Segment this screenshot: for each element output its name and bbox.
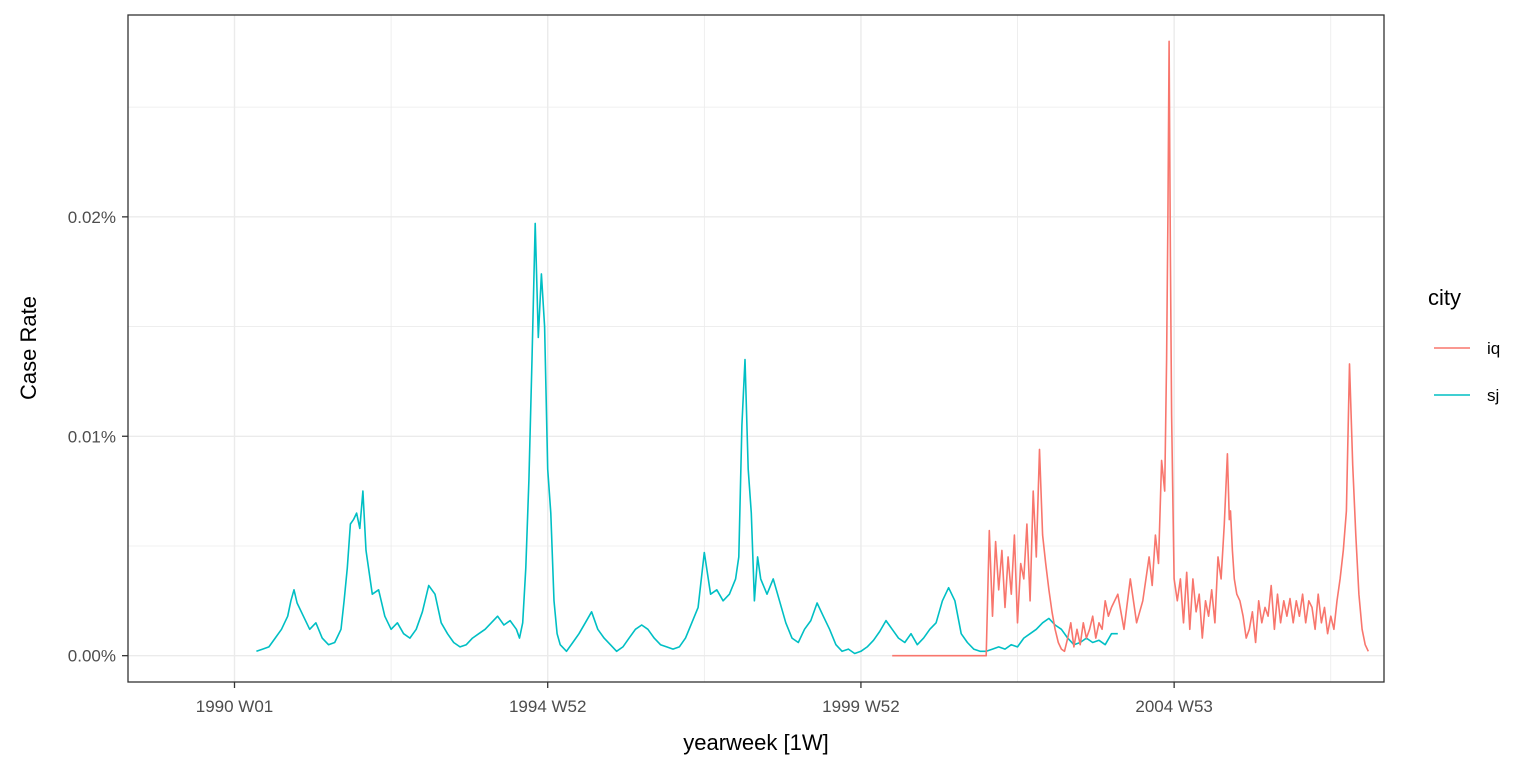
series-layer [256,40,1370,657]
x-axis-title: yearweek [1W] [683,730,829,755]
y-axis-title: Case Rate [16,296,41,400]
x-axis: 1990 W01 1994 W52 1999 W52 2004 W53 [196,682,1213,716]
y-tick-label: 0.01% [68,427,116,446]
legend-label-sj: sj [1487,386,1499,405]
x-tick-label: 1994 W52 [509,697,587,716]
x-tick-label: 1990 W01 [196,697,274,716]
series-line-sj [256,222,1118,655]
y-tick-label: 0.02% [68,208,116,227]
panel-border [127,14,1385,683]
x-tick-label: 1999 W52 [822,697,900,716]
series-line-iq [892,40,1370,657]
legend-title: city [1428,285,1461,310]
y-axis: 0.00% 0.01% 0.02% [68,208,128,666]
legend: city iq sj [1428,285,1500,405]
x-tick-label: 2004 W53 [1135,697,1213,716]
legend-label-iq: iq [1487,339,1500,358]
y-tick-label: 0.00% [68,647,116,666]
